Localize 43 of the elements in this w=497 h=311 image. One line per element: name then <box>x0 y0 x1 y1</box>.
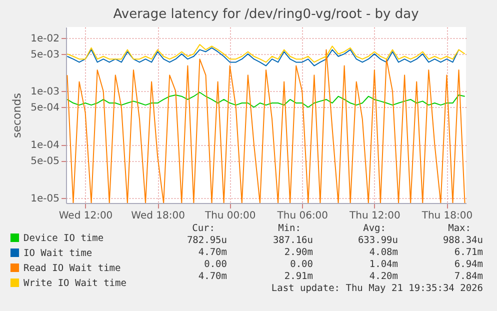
line-series <box>66 47 460 66</box>
y-tick-label: 5e-05 <box>30 156 60 168</box>
text: 6.94m <box>454 259 483 270</box>
text: 4.70m <box>198 271 227 282</box>
text: 4.70m <box>198 247 227 258</box>
text: Last update: Thu May 21 19:35:34 2026 <box>271 283 483 294</box>
legend-label: Device IO time <box>24 232 104 244</box>
chart-title: Average latency for /dev/ring0-vg/root - by day <box>113 7 420 22</box>
text: 0.00 <box>290 259 313 270</box>
y-tick-label: 5e-03 <box>30 49 60 60</box>
text: 2.90m <box>284 247 313 258</box>
x-tick-label: Thu 12:00 <box>348 210 400 222</box>
text: 633.99u <box>358 235 398 246</box>
x-tick-label: Thu 18:00 <box>420 210 473 222</box>
text: 1.04m <box>369 259 398 270</box>
legend-label: IO Wait time <box>24 248 92 259</box>
y-tick-label: 1e-04 <box>30 140 60 152</box>
text: Cur: <box>192 223 215 234</box>
text: Avg: <box>363 223 386 234</box>
legend-label: Write IO Wait time <box>24 278 127 289</box>
text: Min: <box>278 223 301 234</box>
y-axis-title: seconds <box>10 92 24 138</box>
text: 2.91m <box>284 271 313 282</box>
y-tick-label: 1e-03 <box>30 86 60 98</box>
text: 7.84m <box>454 271 483 282</box>
text: 782.95u <box>186 235 227 246</box>
y-tick-label: 1e-02 <box>30 33 60 44</box>
legend-label: Read IO Wait time <box>24 262 122 274</box>
x-tick-label: Wed 12:00 <box>58 210 113 222</box>
text: 387.16u <box>272 235 313 246</box>
y-tick-label: 5e-04 <box>30 102 60 114</box>
y-tick-label: 1e-05 <box>30 193 60 204</box>
text: Max: <box>448 223 471 234</box>
text: 0.00 <box>204 259 227 270</box>
x-tick-label: Thu 06:00 <box>276 210 328 222</box>
x-tick-label: Wed 18:00 <box>131 210 185 222</box>
line-series <box>66 92 466 108</box>
text: 6.71m <box>454 247 483 258</box>
x-tick-label: Thu 00:00 <box>204 210 256 222</box>
line-series <box>66 44 466 63</box>
text: 4.08m <box>369 247 398 258</box>
text: 988.34u <box>442 235 483 246</box>
text: 4.20m <box>369 271 398 282</box>
